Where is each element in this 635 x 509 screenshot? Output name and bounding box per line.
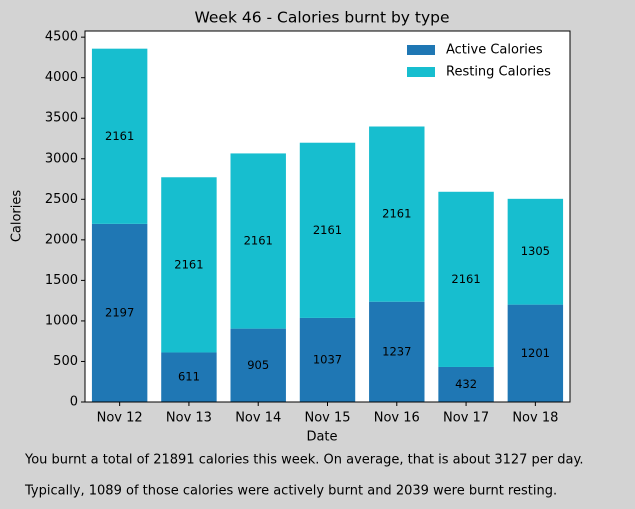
- y-tick-label: 0: [70, 395, 78, 410]
- axes-frame: [84, 30, 571, 403]
- data-label: 2161: [174, 257, 203, 271]
- y-tick-label: 4000: [45, 70, 78, 85]
- x-tick-label: Nov 13: [166, 411, 212, 426]
- bar-segment: [230, 153, 286, 329]
- bar-segment: [91, 48, 148, 224]
- data-label: 432: [455, 377, 477, 391]
- y-tick-label: 1500: [45, 273, 78, 288]
- legend-swatch: [407, 45, 435, 55]
- legend-swatch: [407, 67, 435, 77]
- y-tick-label: 2000: [45, 232, 78, 247]
- data-label: 1305: [521, 244, 550, 258]
- bar-segment: [369, 126, 425, 302]
- bar-segment: [299, 317, 356, 402]
- y-tick-label: 1000: [45, 313, 78, 328]
- legend-label: Resting Calories: [446, 65, 551, 80]
- x-tick-label: Nov 17: [443, 411, 489, 426]
- y-tick-label: 3000: [45, 151, 78, 166]
- data-label: 1037: [313, 352, 342, 366]
- x-tick-label: Nov 12: [97, 411, 143, 426]
- y-tick-label: 4500: [45, 30, 78, 45]
- bar-segment: [438, 366, 494, 402]
- data-label: 611: [178, 370, 200, 384]
- data-label: 2161: [382, 207, 411, 221]
- bar-segment: [507, 198, 564, 305]
- bar-segment: [507, 304, 564, 402]
- x-tick-label: Nov 16: [374, 411, 420, 426]
- x-tick-label: Nov 14: [235, 411, 281, 426]
- data-label: 905: [247, 358, 269, 372]
- chart-title: Week 46 - Calories burnt by type: [194, 9, 449, 27]
- data-label: 2197: [105, 305, 134, 319]
- data-label: 1237: [382, 344, 411, 358]
- y-tick-label: 2500: [45, 192, 78, 207]
- bar-segment: [299, 142, 356, 318]
- bar-segment: [369, 301, 425, 402]
- bar-segment: [91, 223, 148, 402]
- x-tick-label: Nov 15: [304, 411, 350, 426]
- bar-segment: [438, 191, 494, 367]
- summary-line: Typically, 1089 of those calories were a…: [24, 484, 557, 499]
- x-tick-label: Nov 18: [512, 411, 558, 426]
- data-label: 2161: [313, 223, 342, 237]
- bar-segment: [161, 177, 217, 353]
- y-tick-label: 3500: [45, 111, 78, 126]
- bar-segment: [230, 328, 286, 402]
- data-label: 2161: [105, 129, 134, 143]
- data-label: 2161: [244, 234, 273, 248]
- summary-line: You burnt a total of 21891 calories this…: [24, 453, 583, 468]
- y-tick-label: 500: [53, 354, 78, 369]
- legend-label: Active Calories: [446, 43, 543, 58]
- data-label: 1201: [521, 346, 550, 360]
- x-axis-label: Date: [306, 430, 337, 445]
- y-axis-label: Calories: [10, 190, 25, 243]
- data-label: 2161: [451, 272, 480, 286]
- bar-segment: [161, 352, 217, 402]
